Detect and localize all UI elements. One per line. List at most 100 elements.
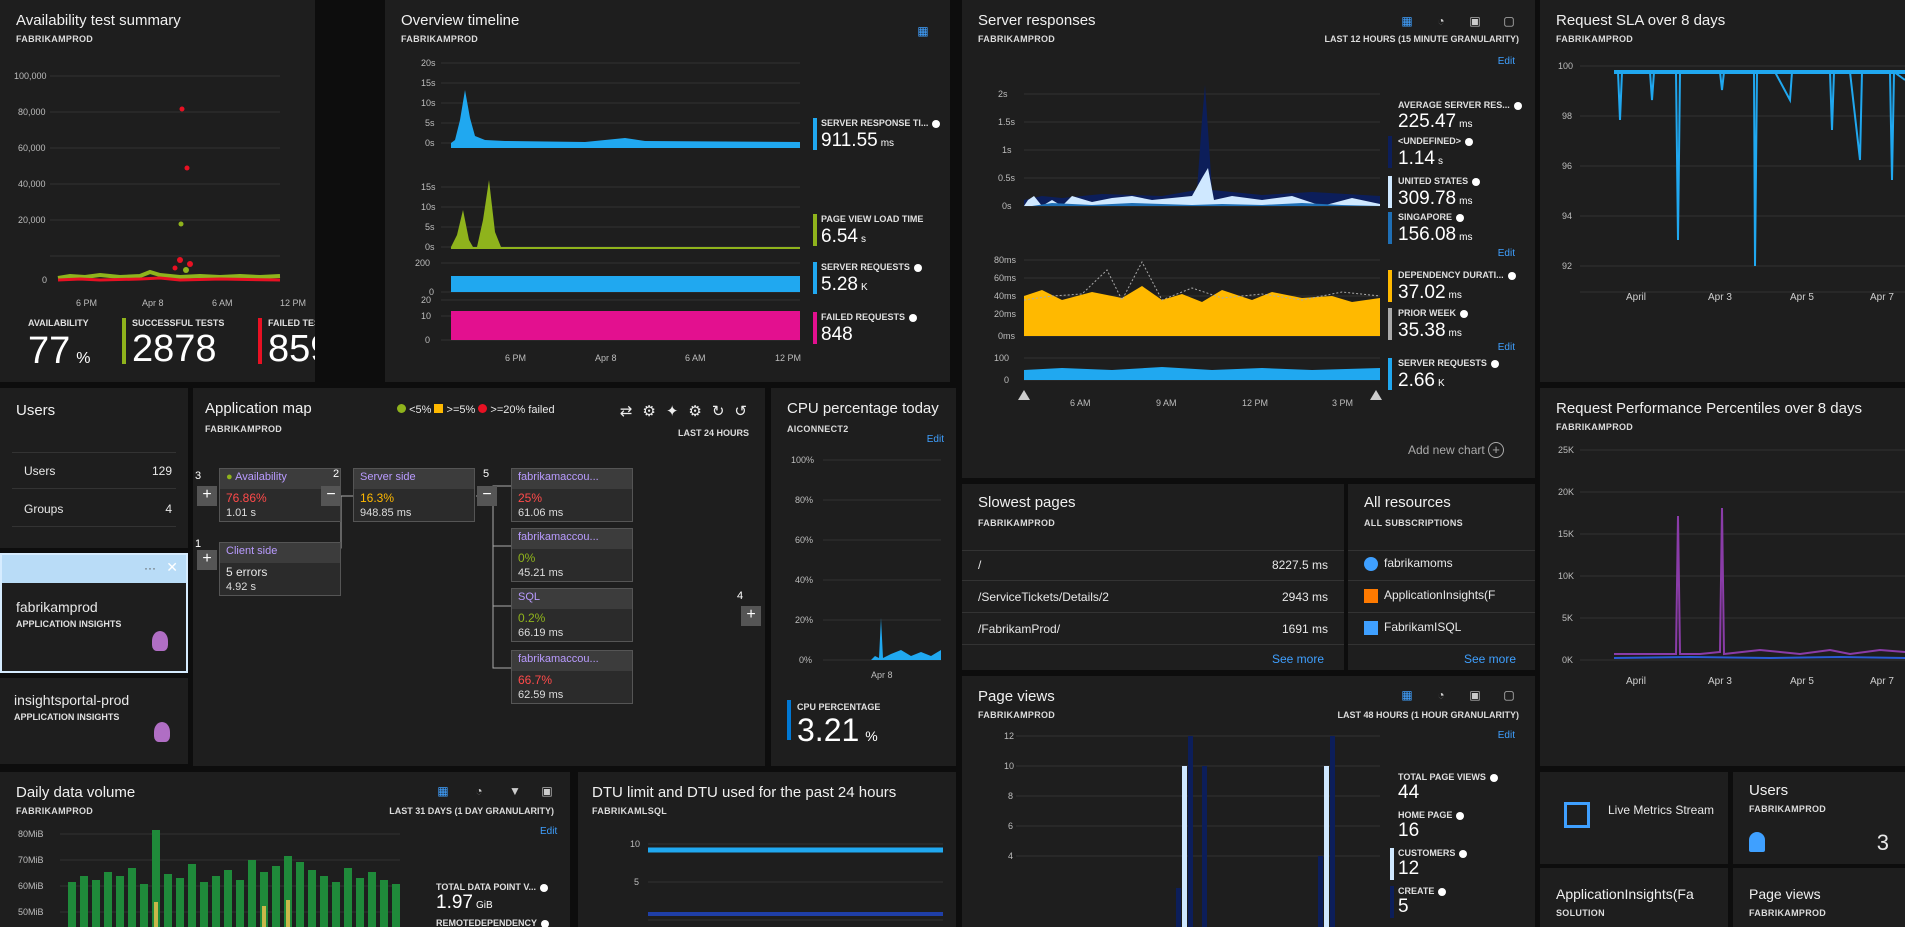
table-row[interactable]: /ServiceTickets/Details/2 2943 ms bbox=[978, 590, 1328, 604]
resource-row[interactable]: FabrikamISQL bbox=[1364, 620, 1461, 635]
svg-text:80ms: 80ms bbox=[994, 255, 1017, 265]
list-item[interactable]: Users 129 bbox=[24, 464, 172, 478]
resource-icon bbox=[1364, 588, 1378, 603]
tile-subtitle: FABRIKAMPROD bbox=[1556, 34, 1634, 44]
filter-icon[interactable]: ▣ bbox=[1469, 14, 1481, 28]
settings-icon[interactable]: ▣ bbox=[541, 784, 553, 798]
server-requests-series bbox=[451, 276, 800, 292]
users-tile[interactable]: Users FABRIKAMPROD 3 bbox=[1733, 772, 1905, 864]
close-icon[interactable]: ✕ bbox=[166, 559, 178, 575]
dtu-tile[interactable]: DTU limit and DTU used for the past 24 h… bbox=[578, 772, 956, 927]
y-tick: 80,000 bbox=[18, 107, 46, 117]
daily-data-volume-tile[interactable]: Daily data volume FABRIKAMPROD ▦ ◔ ▼ ▣ L… bbox=[0, 772, 570, 927]
history-icon[interactable]: ◔ bbox=[475, 784, 483, 798]
edit-link[interactable]: Edit bbox=[926, 434, 944, 445]
settings-icon[interactable]: ▢ bbox=[1503, 14, 1515, 28]
metric-value: 911.55 ms bbox=[821, 130, 895, 151]
edit-link[interactable]: Edit bbox=[1497, 248, 1515, 259]
svg-text:94: 94 bbox=[1562, 211, 1572, 221]
metric-label: TOTAL PAGE VIEWS bbox=[1398, 772, 1498, 782]
collapse-button[interactable]: − bbox=[477, 486, 497, 506]
more-icon[interactable]: ··· bbox=[144, 561, 156, 575]
tile-title: Users bbox=[16, 402, 56, 419]
map-node-dep-1[interactable]: fabrikamaccou... 25% 61.06 ms bbox=[511, 468, 633, 522]
svg-text:6 AM: 6 AM bbox=[1070, 398, 1091, 408]
svg-text:20: 20 bbox=[421, 295, 431, 305]
history-icon[interactable]: ◔ bbox=[1437, 14, 1445, 28]
grid-icon[interactable]: ▦ bbox=[1401, 14, 1413, 28]
resource-row[interactable]: ApplicationInsights(F bbox=[1364, 588, 1495, 603]
metric-label: UNITED STATES bbox=[1398, 176, 1481, 186]
resource-tile-insightsportal[interactable]: insightsportal-prod APPLICATION INSIGHTS bbox=[0, 678, 188, 764]
edit-link[interactable]: Edit bbox=[1497, 56, 1515, 67]
map-node-sql[interactable]: SQL 0.2% 66.19 ms bbox=[511, 588, 633, 642]
slowest-pages-tile[interactable]: Slowest pages FABRIKAMPROD /8227.5 ms /S… bbox=[962, 484, 1344, 670]
map-node-dep-2[interactable]: fabrikamaccou... 0% 45.21 ms bbox=[511, 528, 633, 582]
server-responses-tile[interactable]: Server responses FABRIKAMPROD ▦ ◔ ▣ ▢ LA… bbox=[962, 0, 1535, 478]
svg-text:Apr 5: Apr 5 bbox=[1790, 676, 1814, 687]
request-sla-tile[interactable]: Request SLA over 8 days FABRIKAMPROD 100… bbox=[1540, 0, 1905, 382]
page-views-tile[interactable]: Page views FABRIKAMPROD ▦ ◔ ▣ ▢ LAST 48 … bbox=[962, 676, 1535, 927]
list-item[interactable]: Groups 4 bbox=[24, 502, 172, 516]
page-views-chart: 12 10 8 6 4 bbox=[1004, 731, 1380, 927]
metric-label: CPU PERCENTAGE bbox=[797, 702, 881, 712]
tile-title: Page views bbox=[1749, 886, 1821, 902]
application-map-tile[interactable]: Application map FABRIKAMPROD <5% >=5% >=… bbox=[193, 388, 765, 766]
see-more-link[interactable]: See more bbox=[1272, 652, 1325, 666]
metric-label: TOTAL DATA POINT V... bbox=[436, 882, 549, 892]
expand-button[interactable]: + bbox=[741, 606, 761, 626]
map-toolbar[interactable]: ⇄⚙✦⚙↻↺ bbox=[619, 403, 757, 420]
cpu-tile[interactable]: CPU percentage today AICONNECT2 Edit 100… bbox=[771, 388, 956, 766]
resource-type: APPLICATION INSIGHTS bbox=[16, 619, 122, 629]
edit-link[interactable]: Edit bbox=[1497, 342, 1515, 353]
tile-subtitle: ALL SUBSCRIPTIONS bbox=[1364, 518, 1463, 528]
filter-icon[interactable]: ▼ bbox=[509, 784, 521, 798]
see-more-link[interactable]: See more bbox=[1464, 652, 1517, 666]
live-metrics-tile[interactable]: Live Metrics Stream bbox=[1540, 772, 1728, 864]
all-resources-tile[interactable]: All resources ALL SUBSCRIPTIONS fabrikam… bbox=[1348, 484, 1535, 670]
request-percentiles-tile[interactable]: Request Performance Percentiles over 8 d… bbox=[1540, 388, 1905, 766]
svg-text:80%: 80% bbox=[795, 495, 813, 505]
tile-title: CPU percentage today bbox=[787, 400, 939, 417]
map-node-client-side[interactable]: Client side 5 errors 4.92 s bbox=[219, 542, 341, 596]
svg-text:0: 0 bbox=[1004, 375, 1009, 385]
resource-tile-fabrikamprod[interactable]: ··· ✕ fabrikamprod APPLICATION INSIGHTS bbox=[0, 553, 188, 673]
resource-row[interactable]: fabrikamoms bbox=[1364, 556, 1453, 571]
map-node-server-side[interactable]: Server side 16.3% 948.85 ms bbox=[353, 468, 475, 522]
metric-label: AVERAGE SERVER RES... bbox=[1398, 100, 1522, 110]
add-icon: + bbox=[1488, 442, 1505, 458]
expand-button[interactable]: + bbox=[197, 486, 217, 506]
expand-button[interactable]: + bbox=[197, 550, 217, 570]
availability-tile[interactable]: Availability test summary FABRIKAMPROD 1… bbox=[0, 0, 315, 314]
settings-icon[interactable]: ▢ bbox=[1503, 688, 1515, 702]
page-views-small-tile[interactable]: Page views FABRIKAMPROD bbox=[1733, 868, 1905, 927]
svg-text:5K: 5K bbox=[1562, 613, 1573, 623]
y-tick: 40,000 bbox=[18, 179, 46, 189]
users-list-tile[interactable]: Users Users 129 Groups 4 bbox=[0, 388, 188, 548]
map-node-dep-3[interactable]: fabrikamaccou... 66.7% 62.59 ms bbox=[511, 650, 633, 704]
filter-icon[interactable]: ▣ bbox=[1469, 688, 1481, 702]
svg-text:12: 12 bbox=[1004, 731, 1014, 741]
table-row[interactable]: /8227.5 ms bbox=[978, 558, 1328, 572]
grid-icon[interactable]: ▦ bbox=[1401, 688, 1413, 702]
svg-text:0s: 0s bbox=[1002, 201, 1012, 211]
add-chart-button[interactable]: Add new chart + bbox=[1408, 442, 1505, 458]
table-row[interactable]: /FabrikamProd/1691 ms bbox=[978, 622, 1328, 636]
grid-icon[interactable]: ▦ bbox=[437, 784, 449, 798]
bar bbox=[1176, 888, 1181, 927]
bar bbox=[1318, 856, 1323, 927]
metric-value: 2.66 K bbox=[1398, 370, 1445, 391]
appinsights-solution-tile[interactable]: ApplicationInsights(Fa SOLUTION bbox=[1540, 868, 1728, 927]
users-count: 3 bbox=[1876, 830, 1889, 855]
grid-icon[interactable]: ▦ bbox=[917, 24, 929, 38]
collapse-button[interactable]: − bbox=[321, 486, 341, 506]
metric-value: 37.02 ms bbox=[1398, 282, 1462, 303]
metric-value: 16 bbox=[1398, 820, 1420, 841]
overview-timeline-tile[interactable]: Overview timeline FABRIKAMPROD ▦ 20s 15s 1… bbox=[385, 0, 950, 382]
undefined-series bbox=[1024, 85, 1380, 206]
edit-link[interactable]: Edit bbox=[1497, 730, 1515, 741]
history-icon[interactable]: ◔ bbox=[1437, 688, 1445, 702]
metric-value: 35.38 ms bbox=[1398, 320, 1462, 341]
sql-icon bbox=[1364, 620, 1378, 635]
edit-link[interactable]: Edit bbox=[540, 826, 558, 837]
